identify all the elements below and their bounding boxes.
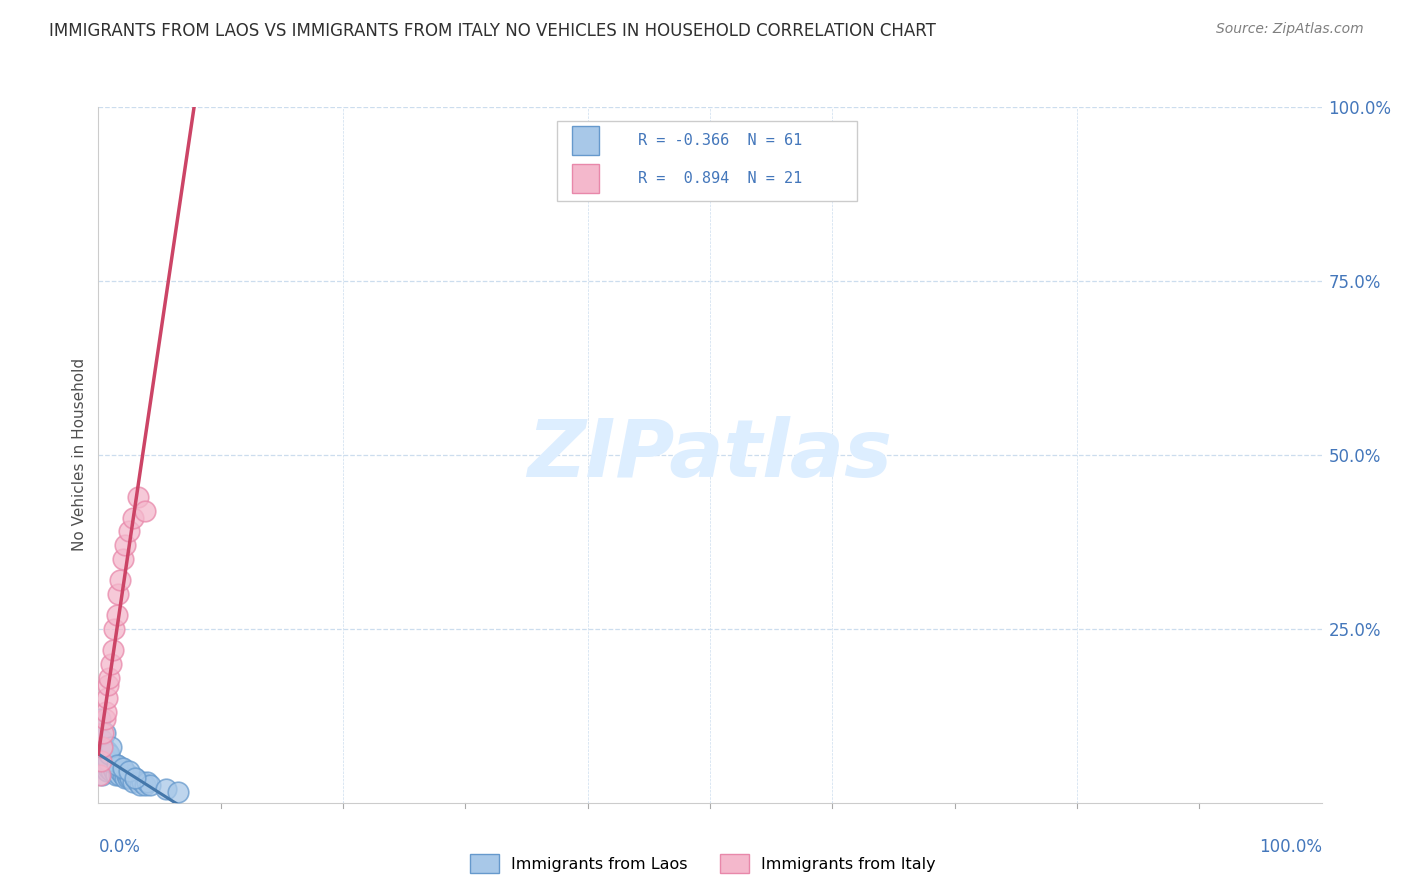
Point: [136, 775, 159, 789]
Point: [114, 538, 136, 552]
Point: [96, 691, 118, 706]
Point: [124, 772, 146, 786]
Point: [89, 712, 111, 726]
Point: [96, 744, 118, 758]
Point: [100, 657, 122, 671]
Point: [110, 573, 132, 587]
Point: [111, 761, 134, 775]
Point: [120, 772, 142, 786]
Point: [139, 778, 162, 792]
Point: [103, 622, 125, 636]
Point: [94, 706, 117, 720]
Point: [93, 712, 115, 726]
Point: [129, 778, 152, 792]
Point: [94, 750, 117, 764]
Point: [91, 733, 114, 747]
Point: [112, 764, 135, 779]
Point: [97, 747, 120, 761]
Point: [91, 768, 114, 782]
Text: R = -0.366  N = 61: R = -0.366 N = 61: [638, 133, 801, 148]
Text: R =  0.894  N = 21: R = 0.894 N = 21: [638, 171, 801, 186]
Point: [91, 726, 114, 740]
Text: 0.0%: 0.0%: [98, 838, 141, 855]
Point: [93, 726, 115, 740]
Point: [91, 744, 114, 758]
Point: [100, 740, 122, 755]
Point: [134, 503, 156, 517]
Bar: [572, 164, 599, 193]
Point: [124, 772, 146, 786]
Point: [100, 764, 122, 779]
FancyBboxPatch shape: [557, 121, 856, 201]
Point: [131, 775, 153, 789]
Legend: Immigrants from Laos, Immigrants from Italy: Immigrants from Laos, Immigrants from It…: [464, 847, 942, 880]
Point: [98, 671, 121, 685]
Text: Source: ZipAtlas.com: Source: ZipAtlas.com: [1216, 22, 1364, 37]
Point: [101, 757, 124, 772]
Point: [97, 761, 120, 775]
Point: [93, 747, 115, 761]
Text: ZIPatlas: ZIPatlas: [527, 416, 893, 494]
Point: [98, 747, 121, 761]
Point: [98, 750, 121, 764]
Point: [91, 750, 114, 764]
Point: [121, 775, 143, 789]
Text: IMMIGRANTS FROM LAOS VS IMMIGRANTS FROM ITALY NO VEHICLES IN HOUSEHOLD CORRELATI: IMMIGRANTS FROM LAOS VS IMMIGRANTS FROM …: [49, 22, 936, 40]
Point: [118, 768, 141, 782]
Point: [103, 764, 125, 779]
Point: [101, 642, 124, 657]
Point: [94, 750, 117, 764]
Point: [110, 764, 132, 779]
Point: [93, 761, 115, 775]
Point: [91, 747, 114, 761]
Bar: [572, 126, 599, 155]
Point: [89, 761, 111, 775]
Point: [90, 754, 112, 768]
Point: [111, 761, 134, 775]
Point: [114, 772, 136, 786]
Point: [118, 764, 141, 779]
Point: [97, 754, 120, 768]
Y-axis label: No Vehicles in Household: No Vehicles in Household: [72, 359, 87, 551]
Point: [90, 747, 112, 761]
Point: [100, 754, 122, 768]
Point: [118, 524, 141, 539]
Point: [94, 757, 117, 772]
Point: [96, 764, 118, 779]
Point: [105, 757, 128, 772]
Point: [111, 768, 134, 782]
Point: [115, 768, 138, 782]
Point: [107, 587, 129, 601]
Point: [90, 740, 112, 755]
Point: [108, 768, 131, 782]
Text: 100.0%: 100.0%: [1258, 838, 1322, 855]
Point: [97, 677, 120, 691]
Point: [91, 754, 114, 768]
Point: [104, 768, 127, 782]
Point: [127, 490, 149, 504]
Point: [167, 785, 190, 799]
Point: [134, 778, 156, 792]
Point: [107, 761, 129, 775]
Point: [111, 552, 134, 566]
Point: [155, 781, 177, 796]
Point: [101, 761, 124, 775]
Point: [89, 768, 111, 782]
Point: [91, 740, 114, 755]
Point: [105, 757, 128, 772]
Point: [98, 757, 121, 772]
Point: [91, 740, 114, 755]
Point: [117, 772, 139, 786]
Point: [89, 754, 111, 768]
Point: [96, 754, 118, 768]
Point: [127, 775, 149, 789]
Point: [90, 757, 112, 772]
Point: [121, 510, 143, 524]
Point: [105, 607, 128, 622]
